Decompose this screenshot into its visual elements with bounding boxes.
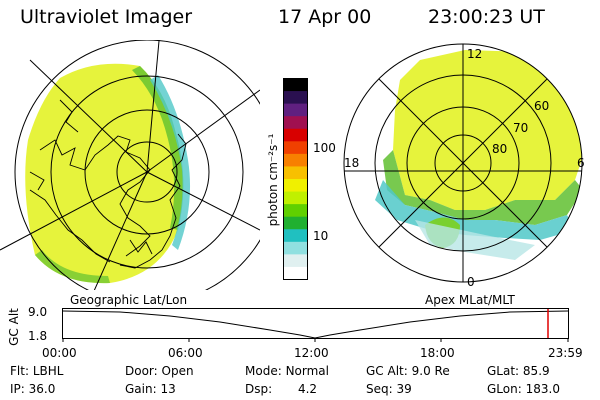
colorbar-band	[283, 153, 308, 167]
altitude-curve	[62, 310, 569, 339]
gain-value: 13	[160, 382, 176, 396]
colorbar	[283, 78, 308, 280]
colorbar-band	[283, 241, 308, 255]
time-tick-0600: 06:00	[168, 346, 203, 360]
door-value: Open	[161, 364, 194, 378]
time-tick-0000: 00:00	[42, 346, 77, 360]
colorbar-band	[283, 179, 308, 193]
mlat-label-80: 80	[492, 142, 507, 156]
magnetic-polar-panel: 12 18 6 0 60 70 80	[343, 43, 585, 289]
colorbar-band	[283, 191, 308, 205]
glat-label: GLat:	[487, 364, 520, 378]
dsp-label: Dsp:	[245, 382, 273, 396]
left-panel-caption: Geographic Lat/Lon	[70, 293, 188, 307]
geographic-map-panel	[0, 40, 260, 290]
dsp-value: 4.2	[297, 382, 318, 396]
time-tick-2359: 23:59	[548, 346, 583, 360]
glon-label: GLon:	[487, 382, 522, 396]
colorbar-band	[283, 116, 308, 130]
mlat-label-70: 70	[513, 121, 528, 135]
colorbar-band	[283, 229, 308, 243]
mlt-label-6: 6	[577, 156, 585, 170]
altitude-tick-9: 9.0	[28, 305, 48, 319]
colorbar-band	[283, 204, 308, 218]
time-tick-1200: 12:00	[294, 346, 329, 360]
seq-value: 39	[396, 382, 412, 396]
colorbar-band	[283, 78, 308, 92]
gc-alt-label: GC Alt:	[366, 364, 408, 378]
auroral-image-region	[25, 63, 184, 284]
altitude-tick-1.8: 1.8	[28, 329, 48, 343]
right-panel-caption: Apex MLat/MLT	[425, 293, 515, 307]
glat-value: 85.9	[522, 364, 550, 378]
observation-date: 17 Apr 00	[278, 6, 372, 28]
ip-value: 36.0	[28, 382, 56, 396]
filter-label: Flt:	[10, 364, 29, 378]
ip-label: IP:	[10, 382, 25, 396]
colorbar-band	[283, 91, 308, 105]
seq-label: Seq:	[366, 382, 393, 396]
colorbar-band	[283, 141, 308, 155]
colorbar-band	[283, 266, 308, 280]
observation-time: 23:00:23 UT	[428, 6, 545, 28]
colorbar-unit-label: photon cm⁻²s⁻¹	[266, 133, 280, 227]
colorbar-band	[283, 128, 308, 142]
colorbar-tick-100: 100	[313, 141, 336, 155]
filter-value: LBHL	[32, 364, 64, 378]
colorbar-band	[283, 166, 308, 180]
gc-alt-value: 9.0 Re	[411, 364, 450, 378]
colorbar-band	[283, 103, 308, 117]
mlt-label-18: 18	[344, 156, 359, 170]
glon-value: 183.0	[525, 382, 560, 396]
mlt-label-0: 0	[467, 275, 475, 289]
mlat-label-60: 60	[534, 99, 549, 113]
mlt-label-12: 12	[467, 47, 482, 61]
mode-label: Mode:	[245, 364, 282, 378]
altitude-plot	[62, 308, 569, 342]
gain-label: Gain:	[125, 382, 157, 396]
colorbar-band	[283, 254, 308, 268]
time-tick-1800: 18:00	[420, 346, 455, 360]
mode-value: Normal	[285, 364, 329, 378]
colorbar-band	[283, 216, 308, 230]
colorbar-tick-10: 10	[313, 229, 329, 243]
app-title: Ultraviolet Imager	[20, 6, 193, 28]
door-label: Door:	[125, 364, 158, 378]
